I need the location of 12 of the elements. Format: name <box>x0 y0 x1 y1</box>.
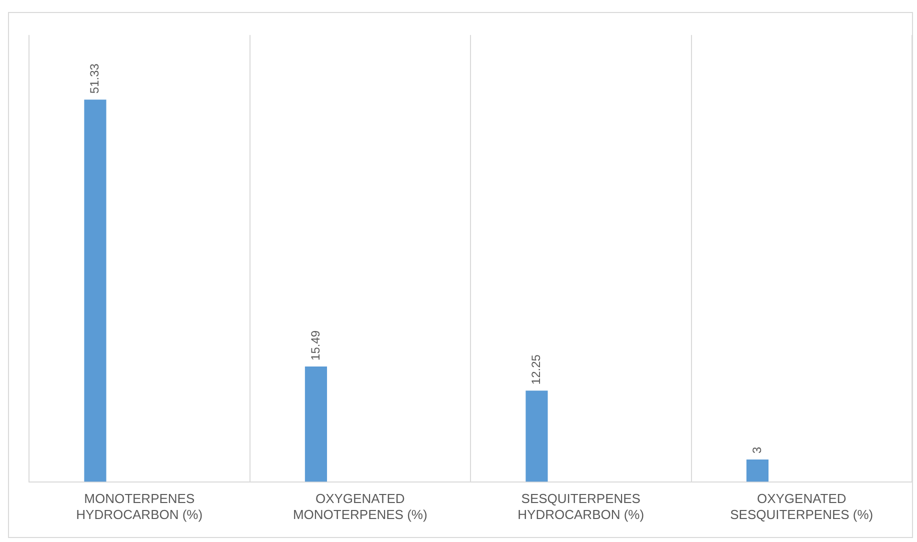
x-tick-label: OXYGENATED SESQUITERPENES (%) <box>730 491 874 522</box>
x-tick-label: SESQUITERPENES HYDROCARBON (%) <box>518 491 644 522</box>
bar <box>746 459 769 482</box>
data-label: 51.33 <box>88 63 102 94</box>
data-label: 12.25 <box>529 354 544 385</box>
x-tick-label: MONOTERPENES HYDROCARBON (%) <box>76 491 203 522</box>
bar <box>304 366 328 482</box>
x-tick-label: OXYGENATED MONOTERPENES (%) <box>292 491 428 522</box>
data-label: 3 <box>750 446 764 454</box>
bar <box>84 100 106 482</box>
bar <box>526 390 548 482</box>
data-label: 15.49 <box>308 330 322 360</box>
